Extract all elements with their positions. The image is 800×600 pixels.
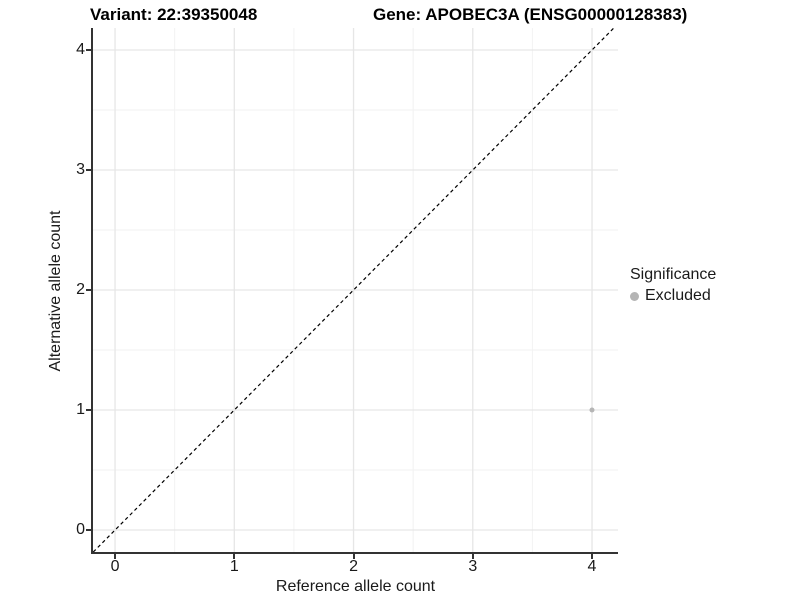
y-tick-mark <box>86 48 91 51</box>
y-tick-mark <box>86 289 91 291</box>
y-tick-mark <box>86 168 91 171</box>
legend-entry-label: Excluded <box>645 287 711 304</box>
data-point <box>589 407 595 413</box>
legend-dot-icon <box>630 291 639 301</box>
y-tick-label: 3 <box>76 160 85 178</box>
x-tick-mark <box>352 554 355 559</box>
x-tick-label: 4 <box>587 558 597 575</box>
x-tick-label: 3 <box>468 558 478 575</box>
plot-title-variant: Variant: 22:39350048 <box>90 5 258 24</box>
legend: Significance Excluded <box>630 266 716 305</box>
plot-panel <box>91 28 618 554</box>
y-tick-label: 0 <box>76 521 85 539</box>
x-tick-mark <box>114 554 117 559</box>
plot-canvas <box>93 28 618 552</box>
y-tick-label: 2 <box>76 281 85 298</box>
x-tick-mark <box>591 554 593 559</box>
y-axis-title: Alternative allele count <box>47 210 64 372</box>
legend-entry: Excluded <box>630 287 716 305</box>
x-tick-mark <box>471 554 474 559</box>
x-axis-title: Reference allele count <box>275 578 436 595</box>
legend-title: Significance <box>630 266 717 283</box>
x-tick-label: 0 <box>110 558 120 575</box>
x-tick-label: 2 <box>349 558 358 575</box>
y-tick-mark <box>86 529 91 532</box>
y-tick-label: 1 <box>76 401 85 419</box>
plot-title-gene: Gene: APOBEC3A (ENSG00000128383) <box>373 5 688 24</box>
y-tick-mark <box>86 409 91 412</box>
x-tick-mark <box>233 554 236 559</box>
y-tick-label: 4 <box>76 40 85 58</box>
x-tick-label: 1 <box>229 558 239 575</box>
